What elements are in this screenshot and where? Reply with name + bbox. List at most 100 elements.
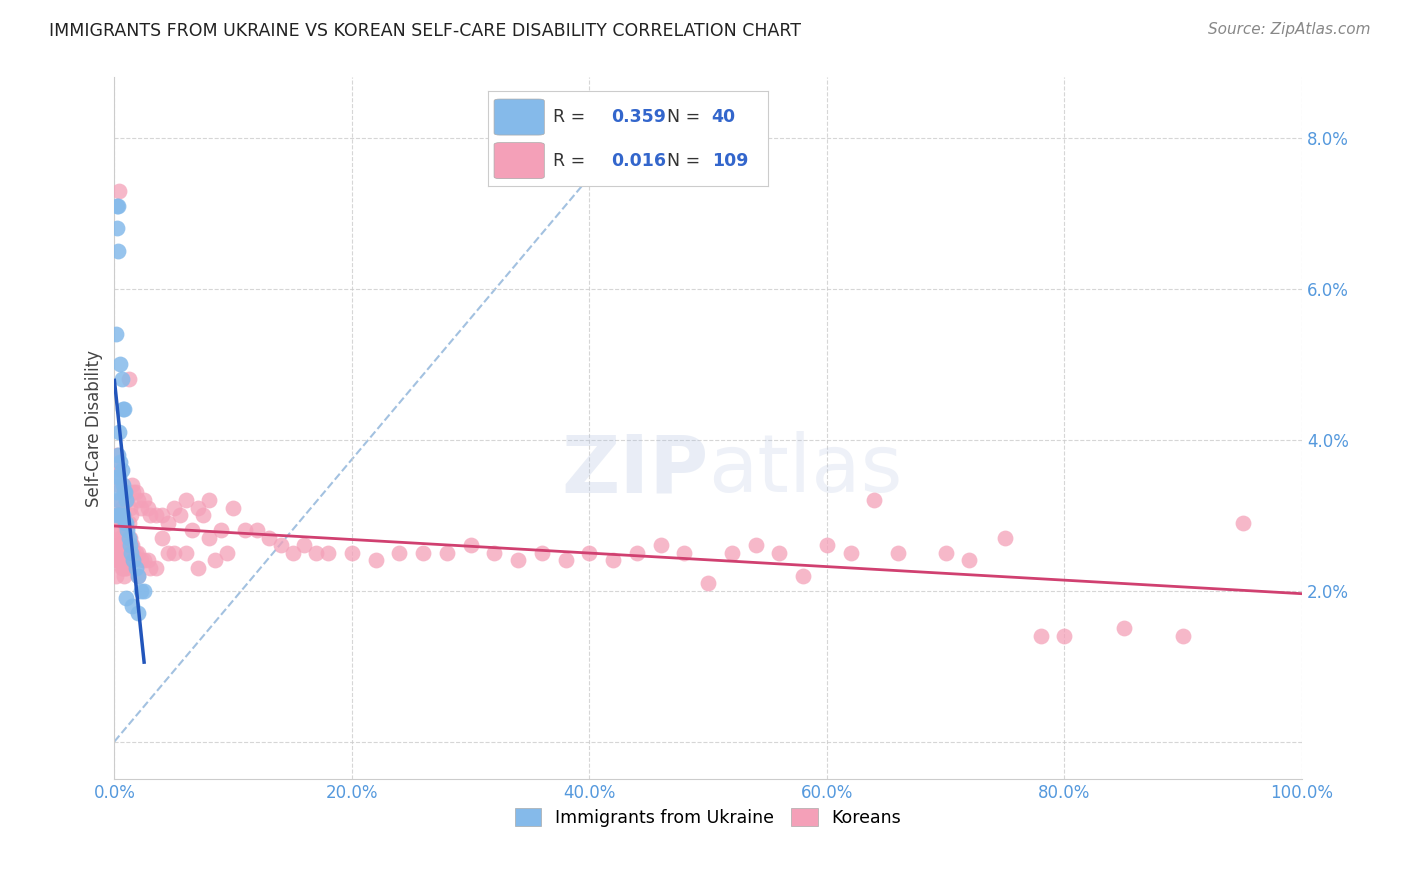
Point bbox=[768, 546, 790, 560]
Point bbox=[122, 546, 145, 560]
Point bbox=[294, 538, 316, 552]
Point bbox=[104, 538, 127, 552]
Point bbox=[626, 546, 648, 560]
Point bbox=[118, 531, 141, 545]
Point bbox=[139, 508, 162, 523]
Point bbox=[554, 553, 576, 567]
Point bbox=[108, 546, 131, 560]
Point bbox=[108, 184, 131, 198]
Text: Source: ZipAtlas.com: Source: ZipAtlas.com bbox=[1208, 22, 1371, 37]
Point bbox=[281, 546, 304, 560]
Point bbox=[1053, 629, 1076, 643]
Point bbox=[744, 538, 766, 552]
Point bbox=[484, 546, 506, 560]
Point bbox=[186, 561, 208, 575]
Point bbox=[127, 546, 149, 560]
Point bbox=[117, 493, 139, 508]
Legend: Immigrants from Ukraine, Koreans: Immigrants from Ukraine, Koreans bbox=[508, 801, 908, 834]
Point bbox=[935, 546, 957, 560]
Point bbox=[114, 523, 136, 537]
Point bbox=[120, 538, 142, 552]
Point bbox=[104, 568, 127, 582]
Point bbox=[839, 546, 862, 560]
Point bbox=[108, 523, 131, 537]
Point bbox=[104, 553, 127, 567]
Point bbox=[112, 553, 135, 567]
Point bbox=[110, 531, 132, 545]
Point bbox=[156, 516, 179, 530]
Point bbox=[198, 493, 221, 508]
Point bbox=[132, 553, 155, 567]
Point bbox=[111, 402, 134, 417]
Point bbox=[107, 493, 129, 508]
Point bbox=[122, 553, 145, 567]
Point bbox=[115, 561, 138, 575]
Point bbox=[107, 463, 129, 477]
Point bbox=[139, 561, 162, 575]
Point bbox=[163, 500, 186, 515]
Point bbox=[815, 538, 838, 552]
Point bbox=[959, 553, 981, 567]
Point bbox=[1112, 621, 1135, 635]
Point bbox=[105, 448, 128, 462]
Point bbox=[111, 546, 134, 560]
Point bbox=[117, 523, 139, 537]
Point bbox=[110, 500, 132, 515]
Point bbox=[112, 402, 135, 417]
Text: ZIP: ZIP bbox=[561, 432, 709, 509]
Point bbox=[127, 568, 149, 582]
Point bbox=[110, 508, 132, 523]
Point bbox=[145, 561, 167, 575]
Point bbox=[193, 508, 215, 523]
Point bbox=[198, 531, 221, 545]
Point bbox=[150, 531, 173, 545]
Point bbox=[316, 546, 339, 560]
Point bbox=[112, 568, 135, 582]
Point bbox=[270, 538, 292, 552]
Point bbox=[110, 455, 132, 469]
Point bbox=[530, 546, 553, 560]
Point bbox=[121, 538, 143, 552]
Point bbox=[107, 199, 129, 213]
Point bbox=[105, 553, 128, 567]
Point bbox=[697, 576, 720, 591]
Point bbox=[136, 553, 159, 567]
Point bbox=[114, 561, 136, 575]
Y-axis label: Self-Care Disability: Self-Care Disability bbox=[86, 350, 103, 507]
Point bbox=[118, 531, 141, 545]
Point bbox=[1029, 629, 1052, 643]
Point bbox=[114, 516, 136, 530]
Point bbox=[186, 500, 208, 515]
Point bbox=[145, 508, 167, 523]
Point bbox=[107, 553, 129, 567]
Point bbox=[112, 516, 135, 530]
Point bbox=[115, 531, 138, 545]
Point bbox=[132, 493, 155, 508]
Point bbox=[110, 561, 132, 575]
Point bbox=[305, 546, 328, 560]
Point bbox=[115, 591, 138, 606]
Point bbox=[129, 583, 152, 598]
Point bbox=[108, 508, 131, 523]
Point bbox=[105, 221, 128, 235]
Point bbox=[110, 493, 132, 508]
Point bbox=[388, 546, 411, 560]
Point bbox=[364, 553, 387, 567]
Point bbox=[110, 538, 132, 552]
Point bbox=[169, 508, 191, 523]
Text: atlas: atlas bbox=[709, 432, 903, 509]
Point bbox=[125, 546, 148, 560]
Point bbox=[110, 357, 132, 371]
Point bbox=[111, 508, 134, 523]
Point bbox=[107, 448, 129, 462]
Point bbox=[127, 606, 149, 620]
Point bbox=[120, 546, 142, 560]
Point bbox=[120, 508, 142, 523]
Point bbox=[1232, 516, 1254, 530]
Point bbox=[111, 561, 134, 575]
Point bbox=[110, 553, 132, 567]
Point bbox=[118, 500, 141, 515]
Point bbox=[436, 546, 458, 560]
Point bbox=[108, 470, 131, 484]
Point bbox=[118, 372, 141, 386]
